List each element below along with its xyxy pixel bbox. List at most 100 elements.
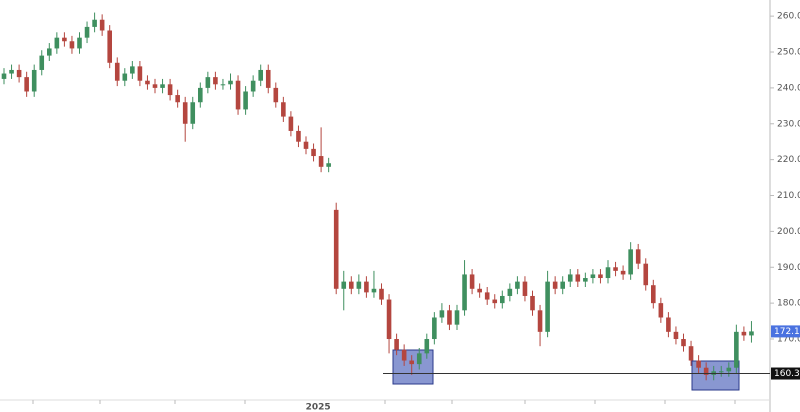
candle-body	[469, 274, 475, 289]
candle-body	[409, 360, 414, 365]
candle-body	[628, 249, 633, 275]
candle-body	[658, 303, 664, 318]
candle-body	[311, 148, 316, 157]
candle-body	[560, 281, 565, 289]
candle-body	[749, 331, 754, 336]
candle-body	[567, 274, 573, 282]
candle-body	[69, 41, 75, 49]
candle-body	[507, 288, 513, 296]
candle-body	[741, 331, 747, 336]
candle-body	[16, 69, 22, 78]
candle-body	[575, 274, 581, 282]
y-tick-label: 250.00	[777, 48, 800, 58]
candle-body	[484, 292, 490, 300]
candle-body	[356, 281, 362, 289]
candle-body	[401, 349, 407, 361]
support-label: 160.38	[774, 369, 800, 379]
price-tag-bg	[771, 325, 800, 338]
candle-body	[447, 310, 452, 325]
candle-body	[726, 367, 732, 372]
candle-body	[77, 37, 82, 49]
candle-body	[341, 281, 347, 289]
candle-body	[734, 331, 739, 368]
candle-body	[265, 69, 271, 88]
candle-body	[439, 310, 445, 318]
candle-body	[613, 267, 618, 271]
candle-body	[605, 267, 611, 279]
candle-body	[220, 84, 226, 86]
candle-body	[620, 270, 626, 275]
candle-body	[228, 80, 233, 85]
candle-body	[24, 77, 29, 92]
candle-body	[198, 87, 203, 103]
candle-body	[303, 141, 309, 149]
candle-body	[432, 317, 437, 340]
candle-body	[500, 295, 505, 304]
candle-body	[137, 66, 143, 81]
candle-body	[349, 281, 354, 289]
candle-body	[718, 371, 724, 373]
candle-body	[167, 84, 173, 96]
candle-body	[515, 281, 520, 289]
y-tick-label: 180.00	[777, 299, 800, 309]
candle-body	[371, 288, 377, 293]
candle-body	[598, 274, 603, 279]
candle-body	[522, 281, 528, 296]
candle-body	[1, 73, 7, 79]
candle-body	[31, 69, 37, 92]
candle-body	[635, 249, 641, 264]
candle-body	[130, 66, 135, 74]
candle-body	[62, 37, 67, 42]
candle-body	[273, 87, 279, 103]
candle-body	[318, 156, 324, 167]
candle-body	[681, 339, 686, 347]
candle-body	[333, 209, 339, 289]
candle-body	[703, 367, 709, 375]
candle-body	[205, 77, 211, 88]
candle-body	[386, 299, 392, 340]
candle-body	[477, 288, 482, 293]
candle-body	[454, 310, 460, 325]
candle-body	[175, 95, 180, 103]
candle-body	[288, 116, 294, 131]
candle-body	[364, 281, 369, 293]
candle-body	[379, 288, 384, 300]
candle-body	[326, 163, 331, 167]
candle-body	[296, 130, 301, 142]
candle-body	[492, 299, 498, 304]
candle-body	[243, 91, 248, 110]
candle-body	[583, 278, 588, 282]
candle-body	[394, 339, 399, 350]
candle-body	[145, 80, 150, 85]
candle-body	[160, 84, 165, 88]
candle-body	[107, 30, 112, 63]
y-tick-label: 210.00	[777, 191, 800, 201]
candle-body	[545, 281, 550, 332]
x-ticks	[32, 400, 736, 404]
candle-body	[281, 102, 286, 117]
candle-body	[462, 274, 467, 311]
candle-body	[696, 360, 701, 368]
candle-body	[250, 80, 256, 92]
candle-body	[99, 19, 105, 31]
candle-body	[152, 84, 158, 88]
candle-body	[590, 274, 596, 279]
candle-body	[39, 55, 45, 70]
candle-body	[651, 285, 656, 304]
candle-body	[673, 331, 679, 340]
candle-body	[122, 73, 128, 81]
candle-body	[416, 353, 422, 365]
candle-body	[190, 102, 196, 124]
candle-body	[54, 37, 60, 49]
candle-body	[258, 69, 263, 81]
y-tick-label: 200.00	[777, 227, 800, 237]
y-tick-label: 260.00	[777, 12, 800, 22]
y-tick-label: 220.00	[777, 155, 800, 165]
candle-body	[114, 62, 120, 81]
candle-body	[643, 263, 649, 286]
candle-body	[235, 80, 241, 110]
y-tick-label: 190.00	[777, 263, 800, 273]
candle-body	[92, 19, 97, 27]
